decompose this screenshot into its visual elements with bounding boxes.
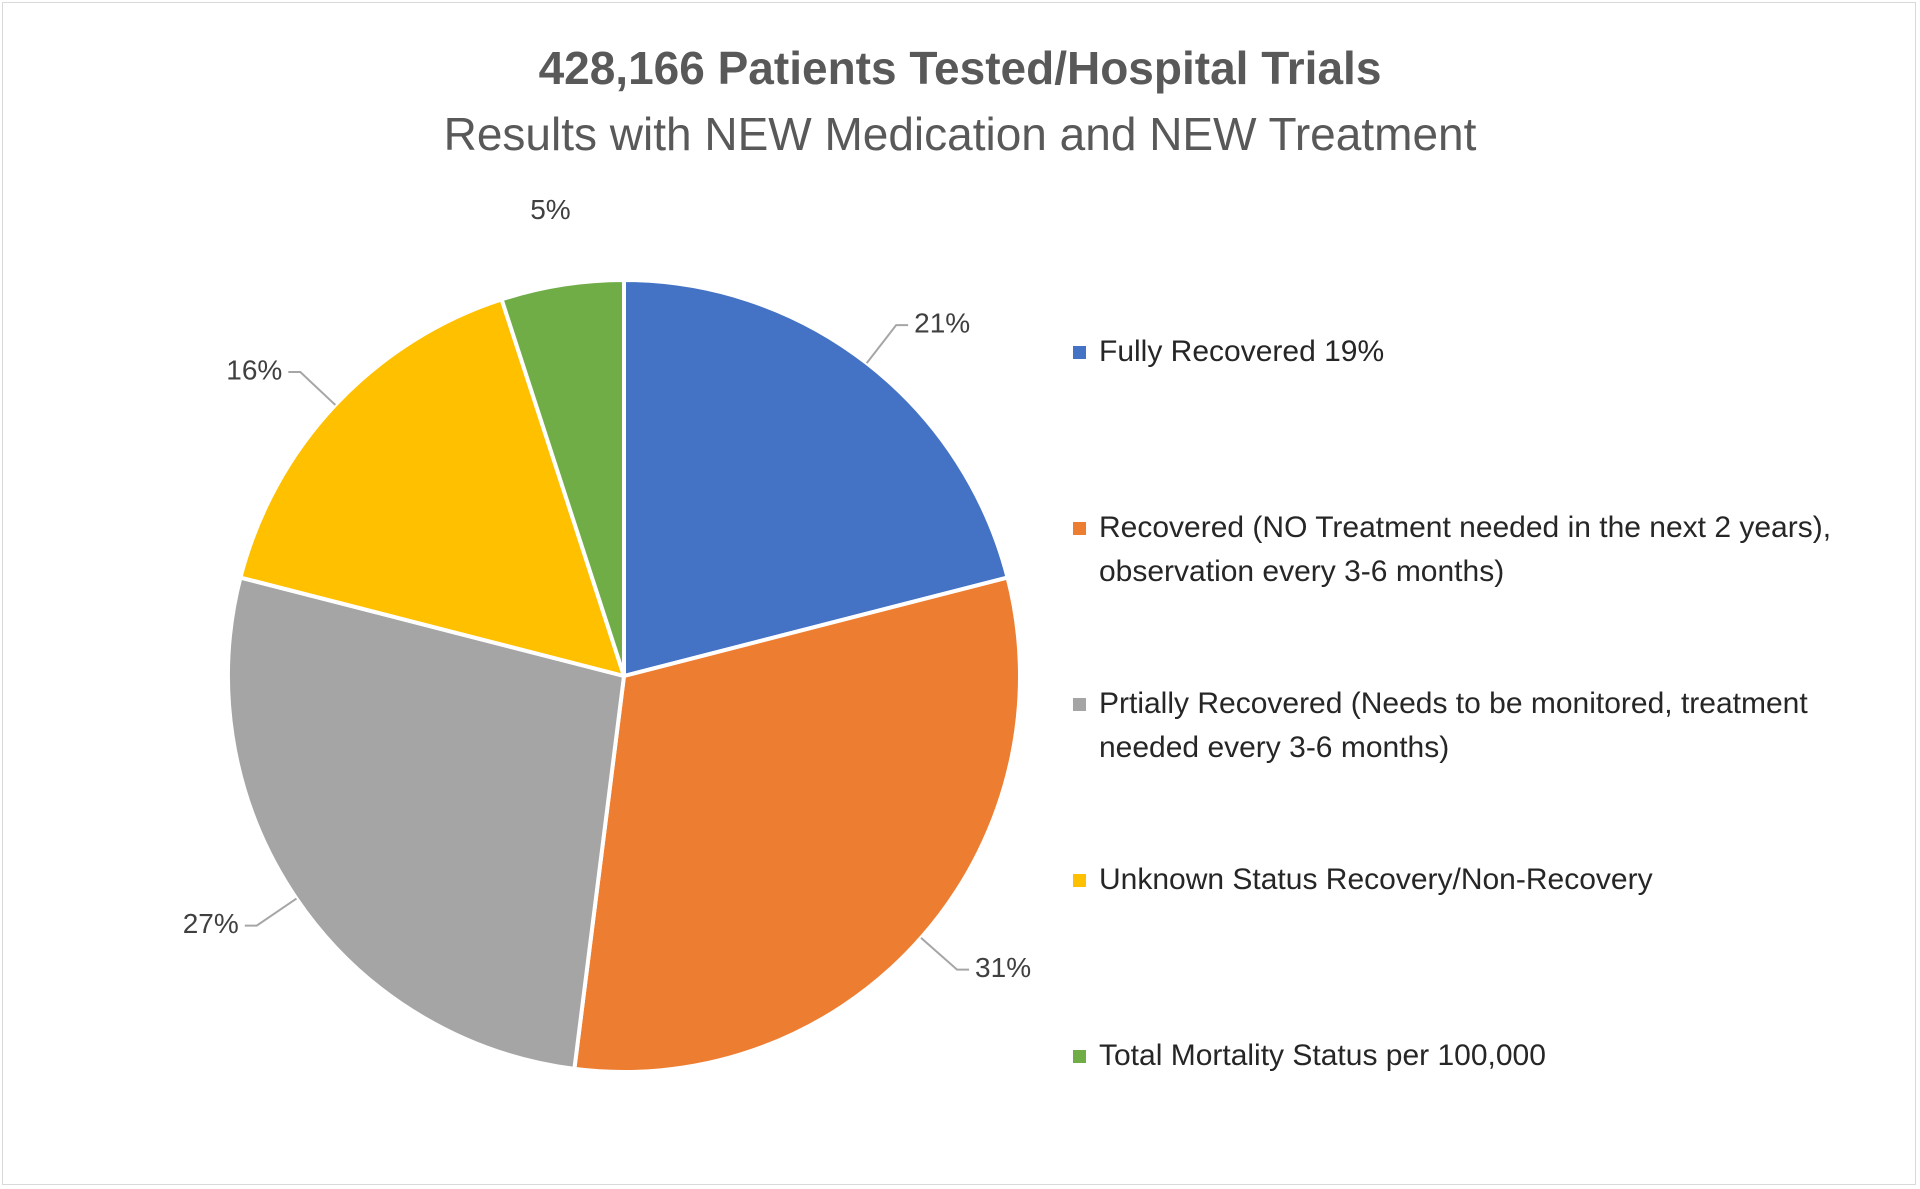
legend-swatch	[1073, 698, 1086, 711]
legend-label: Prtially Recovered (Needs to be monitore…	[1099, 687, 1808, 764]
legend-swatch	[1073, 1050, 1086, 1063]
chart-title: 428,166 Patients Tested/Hospital Trials	[538, 42, 1382, 94]
data-label: 31%	[975, 952, 1031, 983]
data-label: 5%	[530, 194, 570, 225]
legend-swatch	[1073, 522, 1086, 535]
leader-line	[920, 937, 970, 971]
legend-swatch	[1073, 874, 1086, 887]
pie-slice-prtially-recovered-needs	[226, 575, 626, 1071]
pie-slice-unknown-status-recovery	[238, 297, 626, 678]
legend-swatch	[1073, 346, 1086, 359]
legend-item-total-mortality: Total Mortality Status per 100,000	[1073, 1034, 1913, 1078]
leader-line	[865, 324, 909, 364]
legend-label: Recovered (NO Treatment needed in the ne…	[1099, 511, 1832, 588]
data-label: 27%	[183, 908, 239, 939]
legend-item-fully-recovered: Fully Recovered 19%	[1073, 330, 1913, 374]
legend-label: Unknown Status Recovery/Non-Recovery	[1099, 863, 1653, 896]
legend-item-unknown-status: Unknown Status Recovery/Non-Recovery	[1073, 858, 1913, 902]
legend-item-partially-recovered: Prtially Recovered (Needs to be monitore…	[1073, 682, 1913, 770]
leader-line	[244, 897, 298, 927]
legend-label: Fully Recovered 19%	[1099, 335, 1385, 368]
chart-subtitle: Results with NEW Medication and NEW Trea…	[443, 108, 1477, 160]
leader-line	[288, 371, 337, 406]
data-label: 16%	[226, 354, 282, 385]
legend-label: Total Mortality Status per 100,000	[1099, 1039, 1546, 1072]
data-label: 21%	[914, 308, 970, 339]
pie-slice-total-mortality-status	[499, 278, 626, 678]
legend-item-recovered: Recovered (NO Treatment needed in the ne…	[1073, 506, 1913, 594]
pie-slice-recovered-no-treatment	[572, 575, 1022, 1075]
